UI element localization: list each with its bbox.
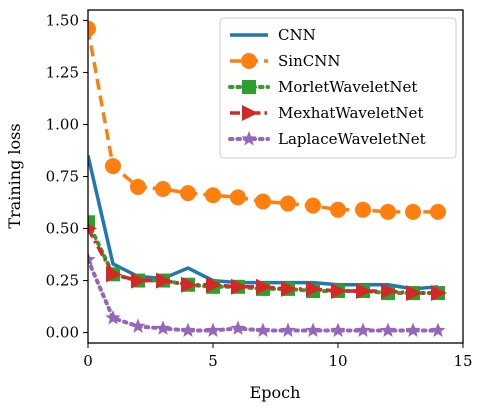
data-point <box>156 272 172 289</box>
data-point <box>205 187 221 204</box>
data-point <box>205 322 221 337</box>
series-line <box>88 155 439 291</box>
data-point <box>206 276 222 293</box>
legend-item: LaplaceWaveletNet <box>228 130 426 148</box>
data-point <box>105 310 121 325</box>
data-point <box>88 224 97 234</box>
legend-label: MexhatWaveletNet <box>278 104 423 122</box>
data-point <box>356 282 372 299</box>
x-axis-ticks: 0 5 10 15 <box>83 343 473 370</box>
x-tick-label: 15 <box>453 352 472 370</box>
data-point <box>181 276 197 293</box>
data-point <box>431 285 447 302</box>
legend-item: MexhatWaveletNet <box>230 104 423 122</box>
y-tick-label: 1.25 <box>46 63 79 81</box>
legend-label: MorletWaveletNet <box>278 78 417 96</box>
legend: CNN SinCNN MorletWaveletNet MexhatWaveletNe… <box>219 17 457 159</box>
data-point <box>106 266 122 283</box>
x-tick-label: 10 <box>328 352 347 370</box>
data-point <box>255 322 271 337</box>
data-point <box>355 322 371 337</box>
data-point <box>131 272 147 289</box>
data-point <box>255 193 271 210</box>
legend-box <box>219 17 457 159</box>
legend-marker <box>241 131 257 146</box>
legend-label: LaplaceWaveletNet <box>278 130 426 148</box>
series-CNN <box>88 155 439 291</box>
data-point <box>380 322 396 337</box>
legend-item: SinCNN <box>230 52 340 70</box>
data-point <box>231 278 247 295</box>
y-tick-label: 1.50 <box>46 11 79 29</box>
data-point <box>305 322 321 337</box>
data-point <box>430 203 446 220</box>
y-tick-label: 0.75 <box>46 168 79 186</box>
y-axis-label: Training loss <box>5 123 24 228</box>
plot-area <box>88 20 447 337</box>
data-point <box>405 203 421 220</box>
legend-marker <box>241 53 257 69</box>
data-point <box>105 158 121 175</box>
data-point <box>281 280 297 297</box>
data-point <box>230 189 246 206</box>
x-tick-label: 5 <box>208 352 218 370</box>
data-point <box>88 215 95 230</box>
legend-label: CNN <box>278 26 316 44</box>
y-tick-label: 0.00 <box>46 324 79 342</box>
data-point <box>130 318 146 333</box>
data-point <box>155 320 171 335</box>
data-point <box>256 278 272 295</box>
series-MexhatWaveletNet <box>88 224 447 302</box>
x-tick-label: 0 <box>83 352 93 370</box>
data-point <box>406 285 422 302</box>
y-tick-label: 0.50 <box>46 220 79 238</box>
data-point <box>180 322 196 337</box>
data-point <box>405 322 421 337</box>
data-point <box>380 203 396 220</box>
data-point <box>280 195 296 212</box>
data-point <box>306 280 322 297</box>
data-point <box>430 322 446 337</box>
data-point <box>230 320 246 335</box>
data-point <box>130 178 146 195</box>
legend-label: SinCNN <box>278 52 340 70</box>
y-axis-ticks: 0.00 0.25 0.50 0.75 1.00 1.25 1.50 <box>46 11 88 342</box>
x-axis-label: Epoch <box>250 383 301 402</box>
data-point <box>180 185 196 202</box>
y-tick-label: 1.00 <box>46 115 79 133</box>
data-point <box>330 322 346 337</box>
series-line <box>88 257 440 333</box>
data-point <box>155 180 171 197</box>
data-point <box>355 201 371 218</box>
legend-marker <box>242 80 256 94</box>
series-SinCNN <box>88 20 446 220</box>
data-point <box>331 282 347 299</box>
data-point <box>280 322 296 337</box>
legend-item: CNN <box>230 26 316 44</box>
data-point <box>88 20 96 37</box>
data-point <box>381 282 397 299</box>
data-point <box>305 197 321 214</box>
series-LaplaceWaveletNet <box>88 251 446 337</box>
y-tick-label: 0.25 <box>46 272 79 290</box>
legend-item: MorletWaveletNet <box>228 78 417 96</box>
data-point <box>330 201 346 218</box>
legend-marker <box>242 105 258 121</box>
data-point <box>88 251 96 267</box>
